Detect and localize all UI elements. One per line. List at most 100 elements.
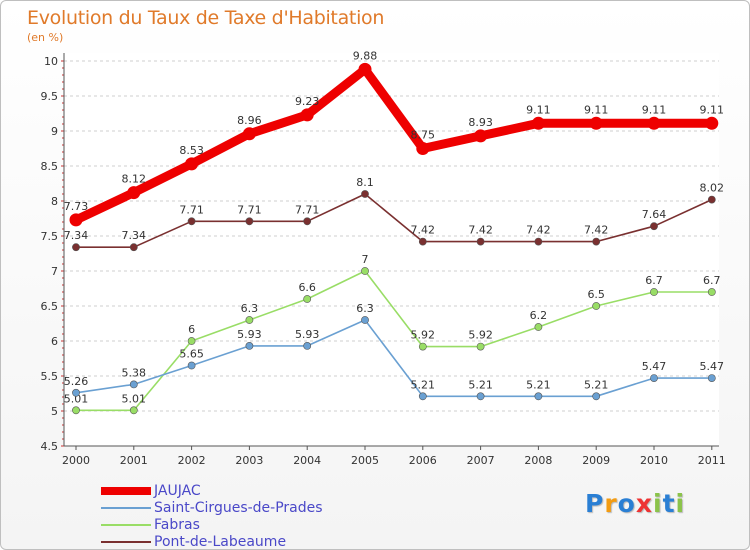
data-point bbox=[592, 302, 601, 310]
data-point bbox=[300, 108, 314, 122]
data-point bbox=[476, 392, 485, 401]
data-point bbox=[245, 217, 254, 226]
data-label: 9.11 bbox=[700, 103, 725, 116]
data-label: 7.73 bbox=[64, 200, 89, 213]
legend-swatch bbox=[101, 524, 151, 526]
data-point bbox=[185, 157, 199, 171]
data-point bbox=[592, 237, 601, 246]
data-point bbox=[707, 195, 716, 204]
data-label: 7.42 bbox=[411, 224, 436, 237]
legend-swatch bbox=[101, 507, 151, 509]
y-tick-label: 6.5 bbox=[41, 300, 59, 313]
x-tick-label: 2003 bbox=[235, 454, 263, 467]
data-label: 9.88 bbox=[353, 49, 378, 62]
data-label: 5.65 bbox=[179, 348, 204, 361]
data-point bbox=[72, 406, 80, 415]
data-point bbox=[129, 243, 138, 252]
data-point bbox=[647, 116, 661, 130]
data-label: 5.01 bbox=[64, 392, 89, 405]
data-point bbox=[245, 341, 254, 350]
data-point bbox=[707, 288, 716, 296]
data-label: 7.42 bbox=[526, 224, 551, 237]
data-point bbox=[705, 116, 719, 130]
data-point bbox=[303, 341, 312, 350]
chart-title: Evolution du Taux de Taxe d'Habitation bbox=[27, 7, 385, 29]
data-label: 8.12 bbox=[122, 173, 147, 186]
data-label: 7.34 bbox=[64, 229, 89, 242]
data-point bbox=[129, 406, 138, 415]
data-point bbox=[187, 337, 196, 345]
data-label: 9.23 bbox=[295, 95, 320, 108]
data-label: 7.34 bbox=[122, 229, 147, 242]
legend-label: Pont-de-Labeaume bbox=[154, 534, 287, 550]
data-point bbox=[534, 323, 543, 331]
data-label: 6.5 bbox=[587, 288, 605, 301]
data-point bbox=[187, 217, 196, 226]
data-point bbox=[650, 374, 658, 382]
y-tick-label: 8.5 bbox=[41, 160, 59, 173]
x-tick-label: 2008 bbox=[524, 454, 552, 467]
data-point bbox=[416, 142, 430, 155]
data-label: 5.93 bbox=[237, 328, 262, 341]
proxiti-logo: Proxiti bbox=[585, 489, 686, 518]
data-point bbox=[531, 116, 545, 130]
chart-subtitle: (en %) bbox=[27, 31, 64, 44]
y-tick-label: 5.5 bbox=[41, 370, 59, 383]
x-tick-label: 2007 bbox=[467, 454, 495, 467]
x-tick-label: 2010 bbox=[640, 454, 668, 467]
series-line-pont-de-labeaume bbox=[75, 193, 713, 248]
data-point bbox=[707, 374, 716, 382]
data-label: 6.3 bbox=[356, 302, 374, 315]
data-label: 5.21 bbox=[526, 378, 551, 391]
data-label: 7.42 bbox=[468, 224, 493, 237]
data-point bbox=[69, 213, 83, 227]
data-label: 7.42 bbox=[584, 224, 609, 237]
data-label: 7.71 bbox=[179, 203, 204, 216]
data-point bbox=[650, 222, 658, 231]
data-label: 6.3 bbox=[241, 302, 259, 315]
series-line-jaujac bbox=[71, 64, 717, 225]
data-label: 8.02 bbox=[700, 182, 725, 195]
data-point bbox=[242, 127, 256, 141]
data-point bbox=[361, 267, 369, 275]
data-label: 6.2 bbox=[530, 309, 548, 322]
x-tick-label: 2005 bbox=[351, 454, 379, 467]
data-point bbox=[72, 388, 80, 397]
y-tick-label: 6 bbox=[51, 335, 58, 348]
data-point bbox=[418, 342, 427, 351]
data-label: 7.64 bbox=[642, 208, 667, 221]
data-label: 8.1 bbox=[356, 176, 374, 189]
legend-label: Fabras bbox=[154, 517, 200, 533]
data-label: 6.7 bbox=[703, 274, 721, 287]
data-point bbox=[534, 237, 543, 246]
data-label: 8.93 bbox=[468, 116, 493, 129]
y-tick-label: 9 bbox=[51, 125, 58, 138]
data-label: 9.11 bbox=[526, 103, 551, 116]
x-tick-label: 2006 bbox=[409, 454, 437, 467]
data-label: 5.47 bbox=[642, 360, 667, 373]
x-tick-label: 2009 bbox=[582, 454, 610, 467]
y-tick-label: 8 bbox=[51, 195, 58, 208]
x-tick-label: 2004 bbox=[293, 454, 321, 467]
data-point bbox=[72, 243, 80, 252]
data-point bbox=[476, 237, 485, 246]
data-point bbox=[476, 342, 485, 351]
y-tick-label: 10 bbox=[44, 55, 58, 68]
legend-label: JAUJAC bbox=[154, 483, 201, 499]
data-label: 8.96 bbox=[237, 114, 262, 127]
y-tick-label: 9.5 bbox=[41, 90, 59, 103]
data-point bbox=[303, 295, 312, 303]
data-label: 6 bbox=[188, 323, 195, 336]
legend-label: Saint-Cirgues-de-Prades bbox=[154, 500, 323, 516]
x-tick-label: 2000 bbox=[62, 454, 90, 467]
data-label: 6.6 bbox=[298, 281, 316, 294]
legend-swatch bbox=[101, 541, 151, 543]
x-tick-label: 2011 bbox=[698, 454, 726, 467]
data-point bbox=[245, 316, 254, 324]
data-point bbox=[187, 361, 196, 370]
x-tick-label: 2001 bbox=[120, 454, 148, 467]
data-point bbox=[129, 380, 138, 389]
legend-swatch bbox=[101, 487, 151, 495]
